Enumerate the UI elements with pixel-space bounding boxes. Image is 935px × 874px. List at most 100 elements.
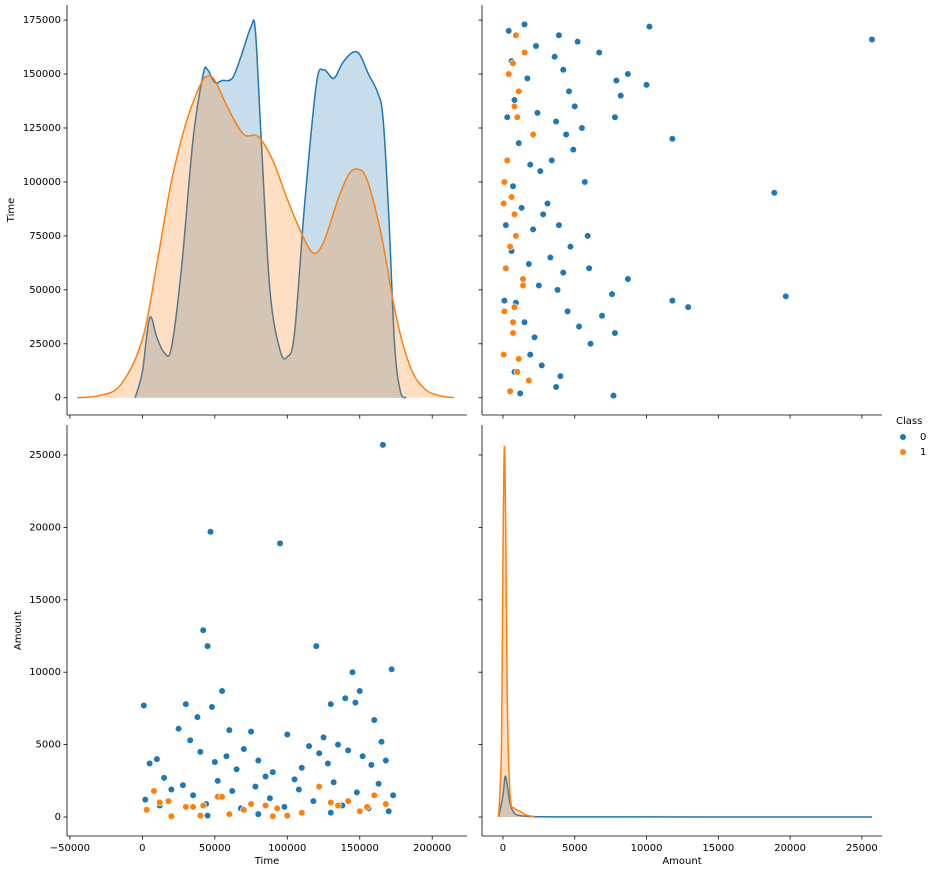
x-tick-label: 0 <box>500 843 506 854</box>
legend-marker <box>899 433 907 441</box>
scatter-point <box>280 803 288 811</box>
scatter-point <box>559 268 567 277</box>
x-axis-label: Time <box>254 856 279 867</box>
scatter-point <box>529 130 537 139</box>
legend-marker <box>899 448 907 456</box>
scatter-point <box>502 221 510 229</box>
scatter-point <box>167 785 175 794</box>
scatter-point <box>363 803 371 811</box>
scatter-point <box>526 161 534 169</box>
scatter-point <box>298 764 306 772</box>
scatter-point <box>240 745 248 753</box>
scatter-point <box>341 694 349 702</box>
scatter-point <box>500 199 508 208</box>
scatter-point <box>645 22 654 31</box>
y-tick-label: 125000 <box>23 123 61 134</box>
subplot: −50000 0 50000 100000 150000 200000 0 5000 10000… <box>13 425 467 867</box>
y-axis-label: Amount <box>13 611 24 650</box>
y-tick-label: 0 <box>55 812 61 823</box>
scatter-point <box>315 749 323 757</box>
y-tick-label: 15000 <box>29 595 61 606</box>
scatter-point <box>179 781 187 789</box>
y-tick-label: 100000 <box>23 177 61 188</box>
scatter-point <box>520 20 529 29</box>
scatter-point <box>160 774 168 782</box>
scatter-point <box>509 182 517 190</box>
scatter-point <box>518 204 526 212</box>
scatter-point <box>526 350 534 359</box>
scatter-point <box>379 441 387 449</box>
scatter-point <box>261 801 270 810</box>
scatter-point <box>359 752 367 760</box>
scatter-point <box>273 804 281 812</box>
scatter-point <box>283 811 291 820</box>
x-tick-label: 15000 <box>702 843 734 854</box>
y-tick-label: 20000 <box>29 522 61 533</box>
x-tick-label: 0 <box>139 843 145 854</box>
scatter-point <box>344 746 352 755</box>
scatter-point <box>269 812 277 820</box>
scatter-point <box>225 726 233 734</box>
scatter-point <box>555 221 563 229</box>
scatter-point <box>500 297 508 305</box>
scatter-point <box>167 812 175 820</box>
scatter-point <box>507 193 516 201</box>
x-tick-label: 20000 <box>774 843 806 854</box>
scatter-point <box>203 642 212 650</box>
scatter-point <box>668 135 676 143</box>
scatter-point <box>240 806 248 814</box>
scatter-point <box>382 756 390 765</box>
scatter-point <box>530 333 539 341</box>
scatter-point <box>533 109 542 117</box>
scatter-point <box>189 791 197 799</box>
scatter-point <box>548 156 556 164</box>
scatter-point <box>305 742 313 750</box>
subplot: 0 5000 10000 15000 20000 25000 Amount <box>478 425 882 867</box>
scatter-point <box>571 102 579 111</box>
scatter-point <box>515 355 523 363</box>
scatter-point <box>624 275 632 283</box>
scatter-point <box>509 318 517 326</box>
scatter-point <box>509 329 517 337</box>
scatter-point <box>538 361 546 369</box>
scatter-point <box>298 809 306 817</box>
y-tick-label: 175000 <box>23 15 61 26</box>
scatter-point <box>782 292 790 300</box>
scatter-point <box>228 787 236 795</box>
scatter-point <box>520 318 529 326</box>
scatter-point <box>214 777 222 785</box>
scatter-point <box>356 807 364 815</box>
scatter-point <box>247 800 255 808</box>
scatter-point <box>503 156 511 164</box>
x-axis-label: Amount <box>662 856 701 867</box>
subplot <box>478 5 882 419</box>
scatter-point <box>196 748 204 756</box>
scatter-point <box>535 281 543 290</box>
scatter-point <box>334 741 342 749</box>
scatter-point <box>283 730 291 739</box>
scatter-point <box>515 87 523 95</box>
scatter-point <box>232 765 241 773</box>
scatter-point <box>150 787 158 795</box>
scatter-point <box>351 699 360 707</box>
y-tick-label: 25000 <box>29 450 61 461</box>
scatter-point <box>770 189 778 197</box>
scatter-point <box>503 113 511 121</box>
scatter-point <box>312 642 320 650</box>
scatter-point <box>174 725 183 733</box>
kde-area <box>135 19 407 398</box>
scatter-point <box>356 687 364 695</box>
kde-area <box>77 75 454 398</box>
scatter-point <box>523 74 531 82</box>
scatter-point <box>513 368 521 376</box>
scatter-point <box>612 76 620 85</box>
scatter-point <box>327 798 335 807</box>
scatter-point <box>611 329 619 337</box>
y-tick-label: 75000 <box>29 231 61 242</box>
scatter-point <box>254 810 262 818</box>
scatter-point <box>512 31 520 39</box>
scatter-point <box>367 761 375 769</box>
scatter-point <box>525 376 533 385</box>
scatter-point <box>225 810 233 818</box>
scatter-point <box>140 701 148 710</box>
